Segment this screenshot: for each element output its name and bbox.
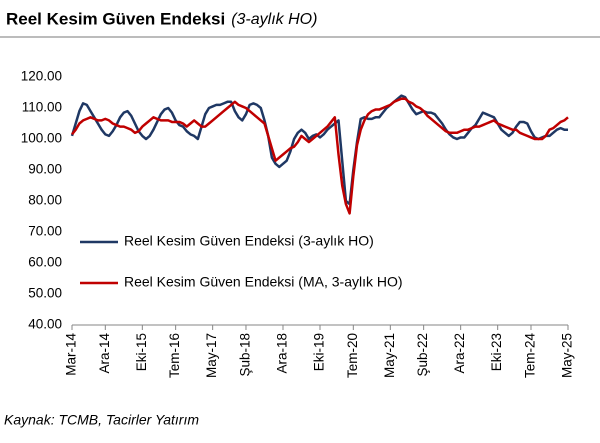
x-tick-label: Şub-18 [238, 333, 253, 377]
x-tick-label: May-21 [382, 333, 397, 378]
series-line [71, 97, 569, 215]
source-note: Kaynak: TCMB, Tacirler Yatırım [4, 412, 199, 428]
x-tick-label: Ara-18 [275, 333, 290, 374]
y-tick-label: 40.00 [28, 317, 62, 332]
chart-subtitle: (3-aylık HO) [231, 11, 317, 28]
y-tick-label: 80.00 [28, 193, 62, 208]
x-tick-label: Şub-22 [415, 333, 430, 377]
x-tick-label: Eki-19 [312, 333, 327, 371]
x-tick-label: Eki-15 [134, 333, 149, 371]
chart-title: Reel Kesim Güven Endeksi [6, 9, 225, 28]
x-tick-label: Ara-14 [97, 333, 112, 374]
y-tick-label: 100.00 [21, 131, 62, 146]
x-tick-label: May-17 [204, 333, 219, 378]
x-tick-label: Ara-22 [452, 333, 467, 374]
y-tick-label: 110.00 [22, 100, 62, 115]
legend-label: Reel Kesim Güven Endeksi (3-aylık HO) [124, 233, 374, 249]
y-tick-label: 120.00 [21, 69, 62, 84]
x-tick-label: Tem-20 [345, 333, 360, 378]
x-tick-label: Tem-16 [167, 333, 182, 378]
y-tick-label: 70.00 [28, 224, 62, 239]
x-tick-label: Eki-23 [489, 333, 504, 371]
legend-label: Reel Kesim Güven Endeksi (MA, 3-aylık HO… [124, 274, 403, 290]
y-tick-label: 50.00 [28, 286, 62, 301]
x-tick-label: Mar-14 [64, 333, 79, 376]
y-tick-label: 90.00 [28, 162, 62, 177]
x-tick-label: Tem-24 [523, 333, 538, 379]
series-line [70, 94, 568, 206]
x-tick-label: May-25 [560, 333, 575, 378]
y-tick-label: 60.00 [28, 255, 62, 270]
